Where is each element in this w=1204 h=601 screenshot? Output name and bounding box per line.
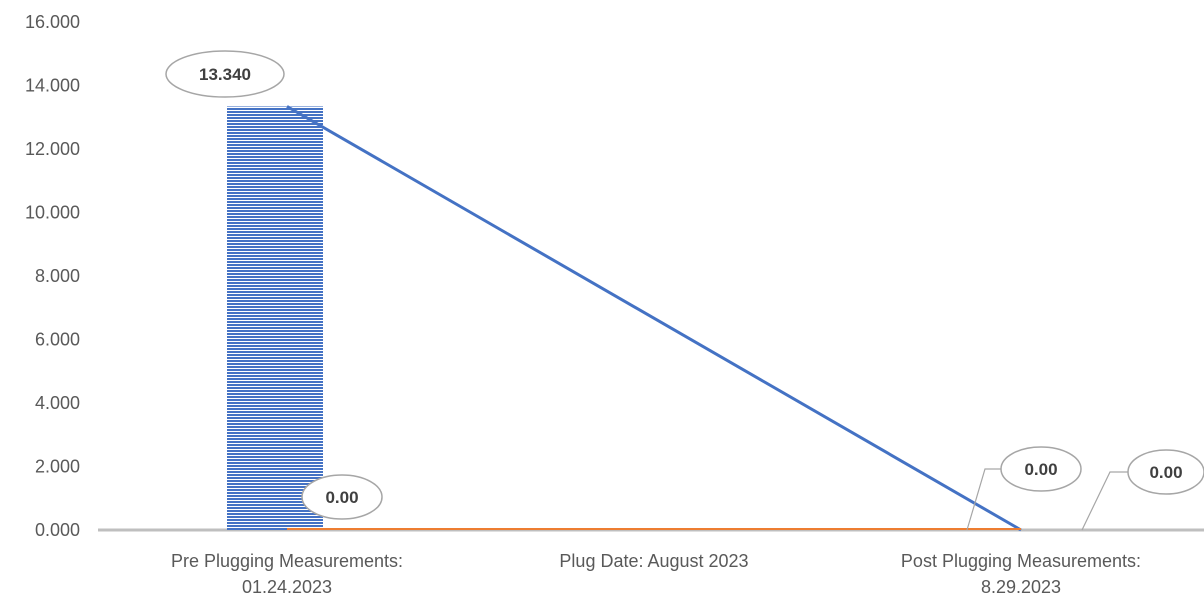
y-tick-label: 0.000 [35, 520, 80, 540]
data-label-bubble [1127, 449, 1204, 495]
data-label-bubble [301, 474, 383, 520]
x-category-label: Plug Date: August 2023 [559, 551, 748, 571]
data-label: 0.00 [325, 488, 358, 507]
bar [227, 106, 323, 530]
data-label: 0.00 [1024, 460, 1057, 479]
y-tick-label: 16.000 [25, 12, 80, 32]
y-tick-label: 10.000 [25, 203, 80, 223]
y-tick-label: 6.000 [35, 330, 80, 350]
series-line-decline [286, 105, 1022, 532]
y-tick-label: 14.000 [25, 76, 80, 96]
y-tick-label: 2.000 [35, 457, 80, 477]
data-label-leader [966, 468, 1001, 531]
x-category-label: 8.29.2023 [981, 577, 1061, 597]
x-category-label: 01.24.2023 [242, 577, 332, 597]
lines-group [286, 105, 1022, 532]
data-label-bubble [1000, 446, 1082, 492]
data-labels-group: 13.340 0.00 0.00 0.00 [165, 50, 1204, 531]
y-tick-label: 4.000 [35, 393, 80, 413]
x-category-label: Pre Plugging Measurements: [171, 551, 403, 571]
data-label: 0.00 [1149, 463, 1182, 482]
y-tick-label: 12.000 [25, 139, 80, 159]
data-label: 13.340 [199, 65, 251, 84]
bars-group [227, 106, 323, 530]
data-label-leader [1081, 471, 1128, 531]
x-category-label: Post Plugging Measurements: [901, 551, 1141, 571]
y-tick-label: 8.000 [35, 266, 80, 286]
data-label-bubble [165, 50, 285, 98]
axis-group: 0.000 2.000 4.000 6.000 8.000 10.000 12.000 14.… [25, 12, 1204, 597]
